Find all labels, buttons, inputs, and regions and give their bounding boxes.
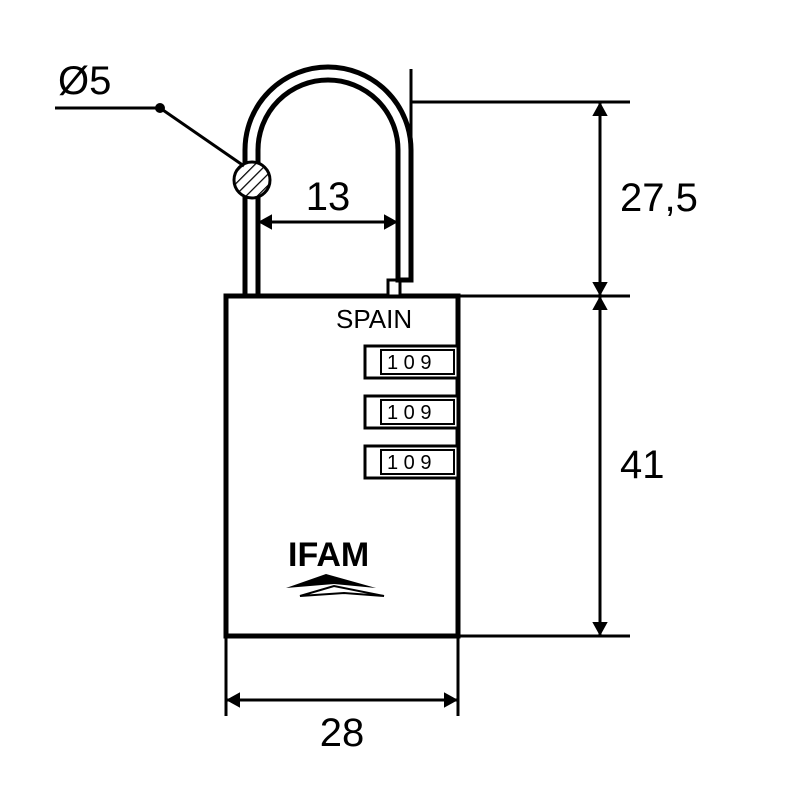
padlock-technical-drawing: Ø5 1 0 9 1 0 9 1 0 9 SPAIN IFAM 13 27,5 41 28	[0, 0, 800, 800]
dial-digits: 1 0 9	[387, 452, 431, 474]
country-label: SPAIN	[336, 304, 412, 334]
dim-body-width: 28	[320, 711, 365, 755]
brand-label: IFAM	[288, 536, 369, 574]
dim-shackle-height: 27,5	[620, 176, 698, 220]
dim-body-height: 41	[620, 443, 665, 487]
shackle-cross-section	[234, 162, 270, 198]
diameter-label: Ø5	[58, 59, 111, 103]
dim-shackle-inner: 13	[306, 175, 351, 219]
dial-digits: 1 0 9	[387, 402, 431, 424]
dial-digits: 1 0 9	[387, 352, 431, 374]
